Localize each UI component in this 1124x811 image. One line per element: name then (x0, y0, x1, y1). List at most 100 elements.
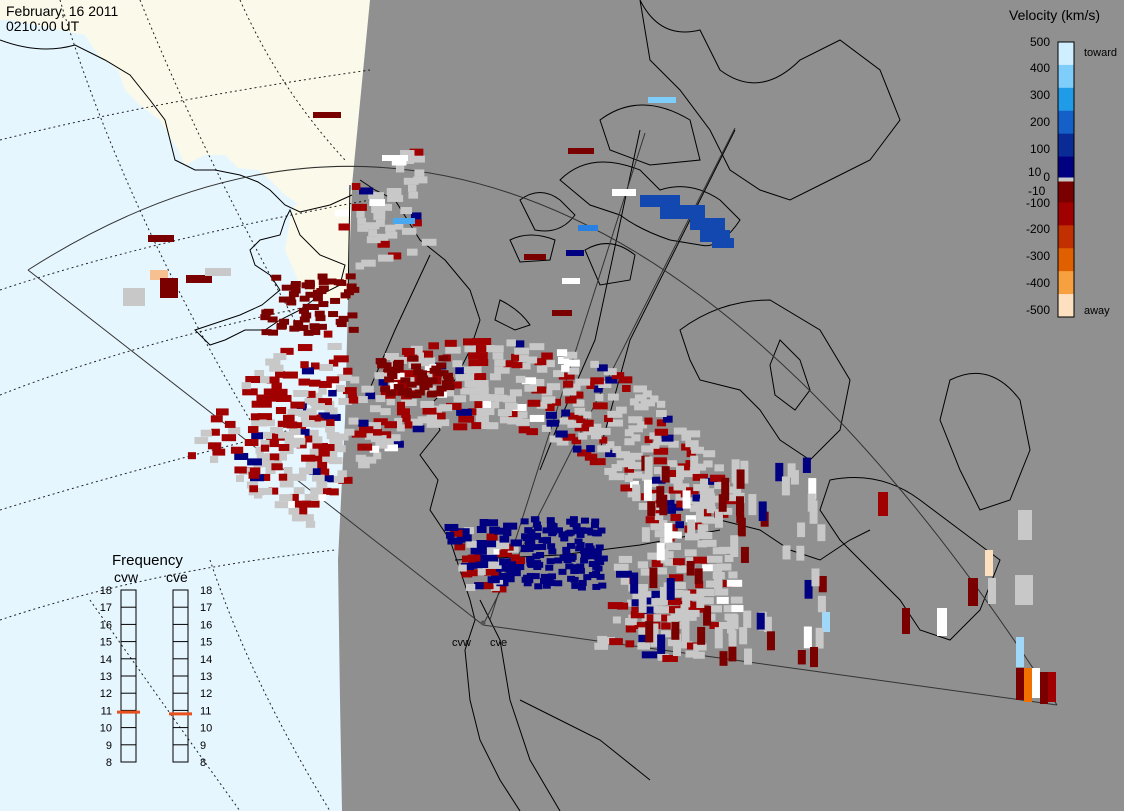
radar-cell (611, 464, 623, 472)
radar-cell (679, 641, 693, 649)
radar-cell (335, 318, 346, 325)
radar-cell (256, 453, 270, 461)
radar-cell (554, 527, 563, 534)
radar-cell (380, 408, 391, 416)
radar-cell (676, 565, 687, 573)
radar-cell (716, 563, 732, 571)
radar-velocity-cells (123, 97, 1056, 704)
radar-cell (355, 262, 365, 270)
radar-cell (253, 491, 263, 499)
radar-cell (444, 339, 457, 347)
radar-cell (514, 411, 528, 419)
radar-cell (685, 650, 699, 658)
radar-cell (301, 454, 316, 462)
radar-cell (667, 460, 677, 468)
radar-cell (703, 606, 712, 626)
radar-cell (617, 602, 629, 610)
radar-cell (662, 654, 678, 662)
radar-cell (468, 408, 477, 416)
radar-cell (433, 412, 446, 420)
radar-cell (654, 428, 669, 436)
radar-cell (988, 578, 996, 604)
radar-cell (680, 604, 689, 625)
radar-cell (371, 205, 386, 213)
radar-cell (269, 440, 279, 448)
radar-cell (350, 376, 360, 384)
radar-cell (271, 382, 282, 390)
radar-cell (782, 545, 791, 560)
radar-cell (375, 219, 385, 227)
radar-cell (261, 473, 271, 481)
radar-cell (658, 520, 668, 528)
radar-cell (376, 233, 389, 241)
radar-cell (453, 423, 468, 431)
radar-cell (490, 583, 500, 591)
radar-cell (461, 555, 476, 563)
radar-cell (242, 388, 258, 396)
radar-cell (737, 517, 746, 537)
radar-cell (714, 464, 724, 472)
radar-cell (687, 601, 699, 609)
radar-cell (604, 415, 613, 423)
radar-cell (316, 449, 330, 457)
radar-cell (638, 502, 649, 510)
radar-cell (324, 407, 338, 415)
radar-cell (796, 545, 805, 561)
radar-cell (328, 475, 344, 483)
radar-cell (275, 453, 288, 461)
radar-cell (288, 507, 300, 515)
radar-cell (528, 532, 541, 540)
colorbar-tick-label: 0 (1043, 170, 1050, 184)
radar-cell (464, 345, 476, 353)
radar-cell (576, 531, 585, 538)
radar-cell (728, 571, 738, 579)
radar-cell (334, 384, 345, 392)
radar-cell (305, 520, 316, 528)
radar-cell (659, 606, 676, 614)
radar-cell (672, 558, 685, 566)
radar-cell (194, 437, 209, 445)
radar-cell (401, 227, 417, 235)
radar-cell (571, 582, 580, 589)
radar-cell (318, 380, 332, 388)
radar-cell (495, 394, 508, 402)
radar-cell (468, 359, 481, 367)
radar-cell (731, 459, 740, 484)
radar-cell (400, 207, 413, 215)
radar-cell (675, 608, 684, 616)
radar-cell (472, 380, 489, 388)
radar-cell (512, 404, 527, 412)
radar-cell (530, 378, 545, 386)
radar-cell (329, 438, 343, 446)
radar-cell (809, 500, 818, 524)
radar-cell (567, 420, 582, 428)
radar-cell (318, 468, 330, 476)
frequency-tick-cvw: 10 (100, 723, 112, 735)
radar-cell (584, 453, 598, 461)
radar-cell (510, 554, 520, 562)
radar-cell (462, 338, 474, 346)
radar-cell (656, 400, 666, 408)
radar-cell (703, 597, 714, 605)
radar-cell (380, 386, 391, 393)
colorbar-segment (1058, 133, 1074, 158)
radar-cell (473, 582, 484, 590)
radar-cell (562, 278, 580, 284)
frequency-tick-cve: 15 (200, 637, 212, 649)
radar-cell (314, 310, 325, 317)
frequency-tick-cve: 10 (200, 723, 212, 735)
radar-cell (507, 417, 523, 425)
radar-cell (289, 325, 300, 332)
radar-cell (591, 432, 602, 440)
radar-cell (575, 545, 584, 552)
radar-cell (309, 379, 321, 387)
radar-cell (599, 555, 608, 562)
radar-cell (396, 408, 411, 416)
radar-cell (246, 481, 259, 489)
radar-cell (303, 329, 314, 336)
radar-cell (655, 410, 667, 418)
radar-cell (675, 521, 685, 529)
radar-cell (426, 414, 438, 422)
radar-cell (622, 384, 631, 392)
